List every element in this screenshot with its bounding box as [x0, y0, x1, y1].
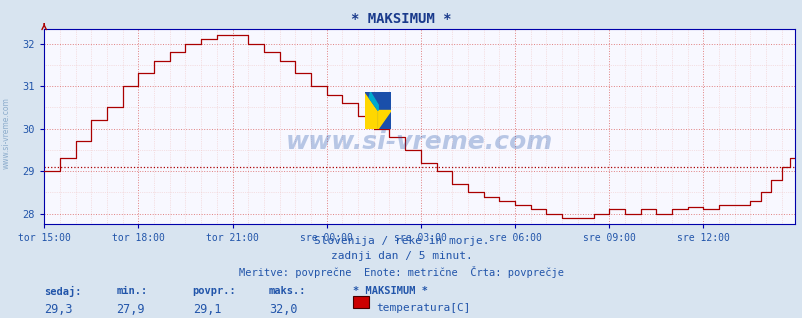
- Polygon shape: [378, 110, 391, 129]
- Text: zadnji dan / 5 minut.: zadnji dan / 5 minut.: [330, 251, 472, 261]
- Bar: [378, 92, 391, 129]
- Text: temperatura[C]: temperatura[C]: [375, 303, 470, 313]
- Text: 29,1: 29,1: [192, 303, 221, 316]
- Polygon shape: [365, 92, 378, 110]
- Polygon shape: [369, 92, 378, 110]
- Text: sedaj:: sedaj:: [44, 286, 82, 297]
- Text: Meritve: povprečne  Enote: metrične  Črta: povprečje: Meritve: povprečne Enote: metrične Črta:…: [239, 266, 563, 278]
- Text: * MAKSIMUM *: * MAKSIMUM *: [353, 286, 427, 296]
- Text: Slovenija / reke in morje.: Slovenija / reke in morje.: [314, 236, 488, 246]
- Text: 27,9: 27,9: [116, 303, 144, 316]
- Text: 29,3: 29,3: [44, 303, 72, 316]
- Text: www.si-vreme.com: www.si-vreme.com: [286, 130, 553, 154]
- Text: 32,0: 32,0: [269, 303, 297, 316]
- Text: maks.:: maks.:: [269, 286, 306, 296]
- Text: * MAKSIMUM *: * MAKSIMUM *: [350, 12, 452, 26]
- Text: povpr.:: povpr.:: [192, 286, 236, 296]
- Text: min.:: min.:: [116, 286, 148, 296]
- Bar: [365, 92, 378, 129]
- Text: www.si-vreme.com: www.si-vreme.com: [2, 98, 11, 169]
